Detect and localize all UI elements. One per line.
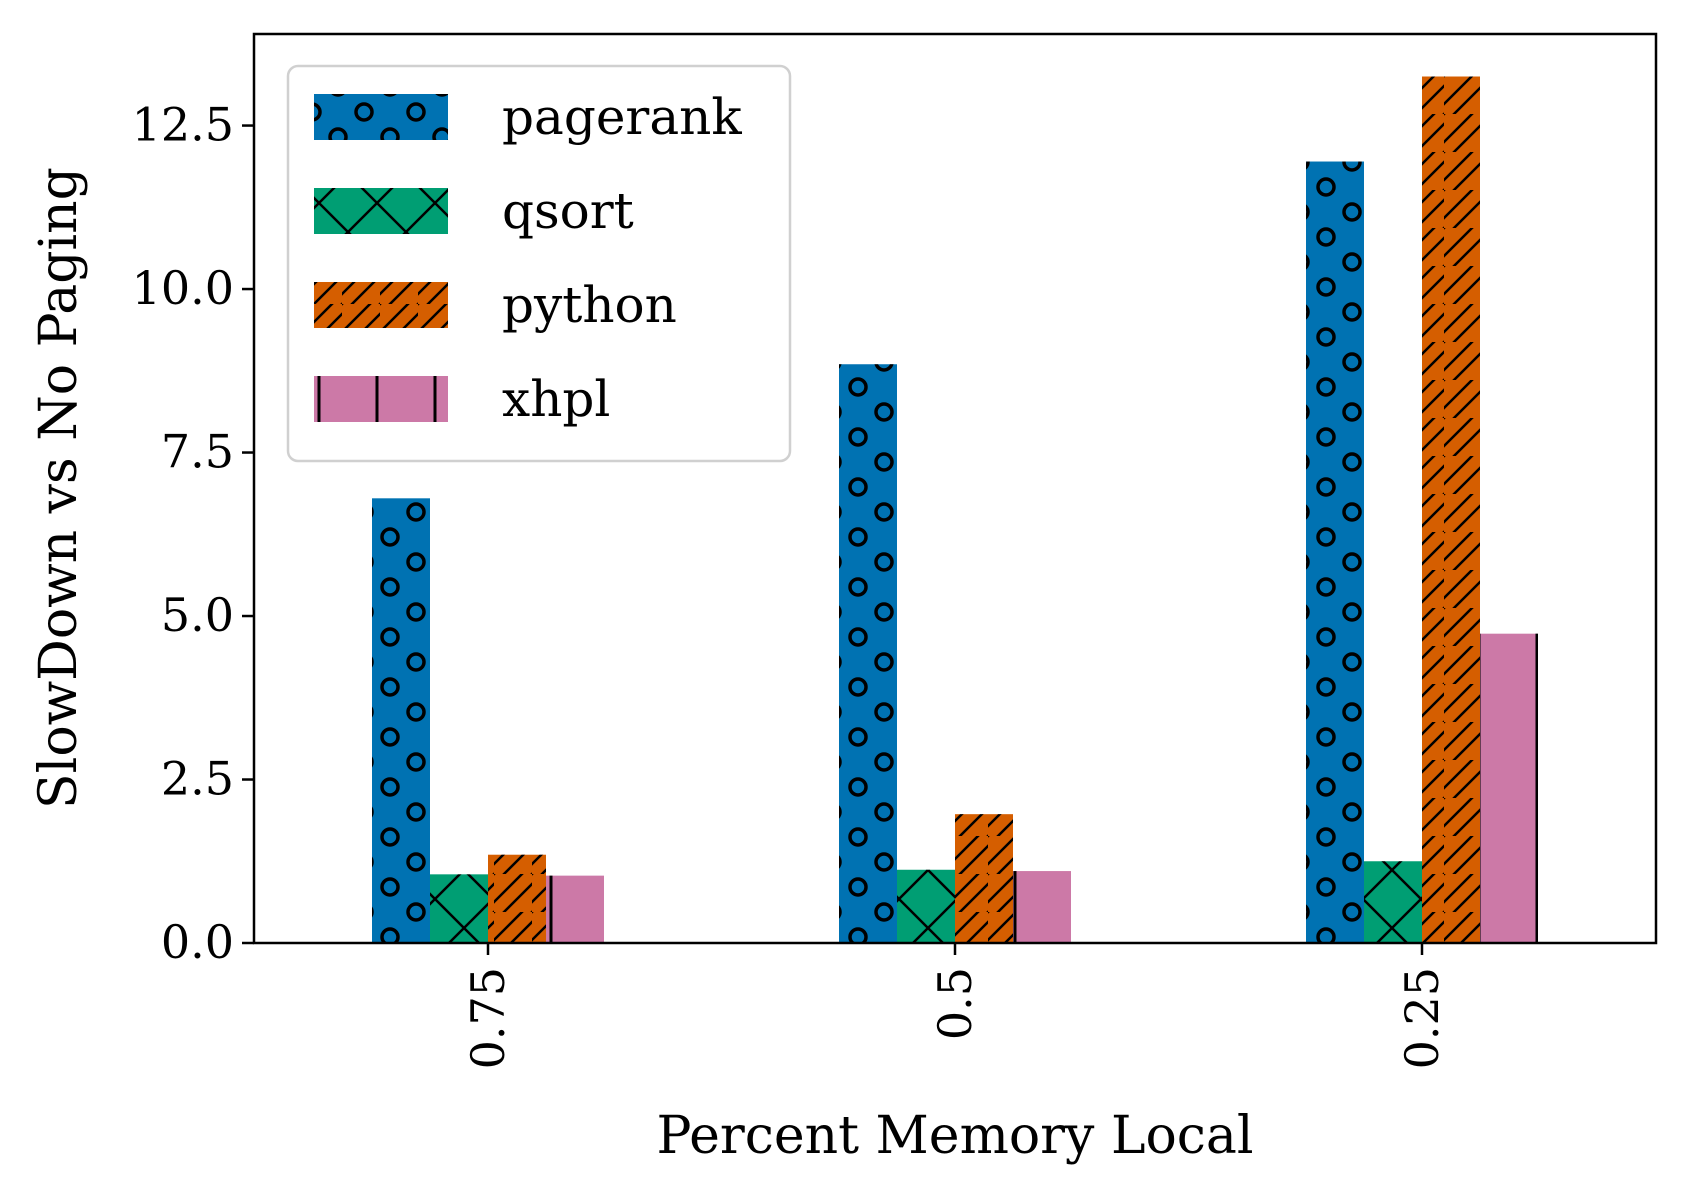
bar-python-0.75 [488,854,546,943]
legend-swatch-hatch [314,94,448,140]
bar-hatch [1364,861,1422,943]
bar-hatch [1422,76,1480,943]
legend-box [286,64,792,463]
bar-qsort-0.75 [430,874,488,943]
legend-label: python [502,276,677,334]
bar-pagerank-0.75 [372,498,430,943]
legend-swatch-hatch [314,282,448,328]
legend-item-pagerank: pagerank [314,88,742,146]
legend-label: pagerank [502,88,742,146]
legend-label: xhpl [502,370,610,428]
bar-hatch [1480,633,1538,943]
x-tick-label: 0.25 [1395,967,1449,1069]
legend-item-python: python [314,276,677,334]
bar-hatch [955,814,1013,943]
bar-python-0.5 [955,814,1013,943]
y-tick-label: 5.0 [161,588,234,642]
legend-label: qsort [502,182,634,240]
bar-qsort-0.5 [897,869,955,943]
y-tick-label: 10.0 [132,261,234,315]
bar-pagerank-0.5 [839,364,897,944]
x-tick-label: 0.5 [928,967,982,1040]
legend-item-qsort: qsort [314,182,634,240]
legend-swatch-hatch [314,188,448,234]
y-tick-label: 2.5 [161,752,234,806]
x-axis-label: Percent Memory Local [656,1106,1253,1166]
y-axis-label: SlowDown vs No Paging [29,167,89,809]
bar-pagerank-0.25 [1306,161,1364,943]
x-axis: 0.75 0.5 0.25 [461,943,1449,1069]
bar-xhpl-0.25 [1480,633,1538,943]
y-tick-label: 12.5 [132,98,234,152]
bars-group [372,76,1538,944]
x-tick-label: 0.75 [461,967,515,1069]
bar-hatch [488,854,546,943]
bar-hatch [546,875,604,943]
bar-xhpl-0.75 [546,875,604,943]
legend: pagerank qsort python xhpl [286,64,792,463]
bar-hatch [1013,871,1071,943]
bar-hatch [839,364,897,944]
bar-python-0.25 [1422,76,1480,943]
legend-swatch-hatch [314,376,448,422]
bar-qsort-0.25 [1364,861,1422,943]
bar-hatch [430,874,488,943]
y-tick-label: 7.5 [161,425,234,479]
y-tick-label: 0.0 [161,915,234,969]
bar-hatch [372,498,430,943]
bar-xhpl-0.5 [1013,871,1071,943]
bar-hatch [1306,161,1364,943]
y-axis: 0.0 2.5 5.0 7.5 10.0 12.5 [132,98,254,969]
bar-hatch [897,869,955,943]
legend-item-xhpl: xhpl [314,370,610,428]
